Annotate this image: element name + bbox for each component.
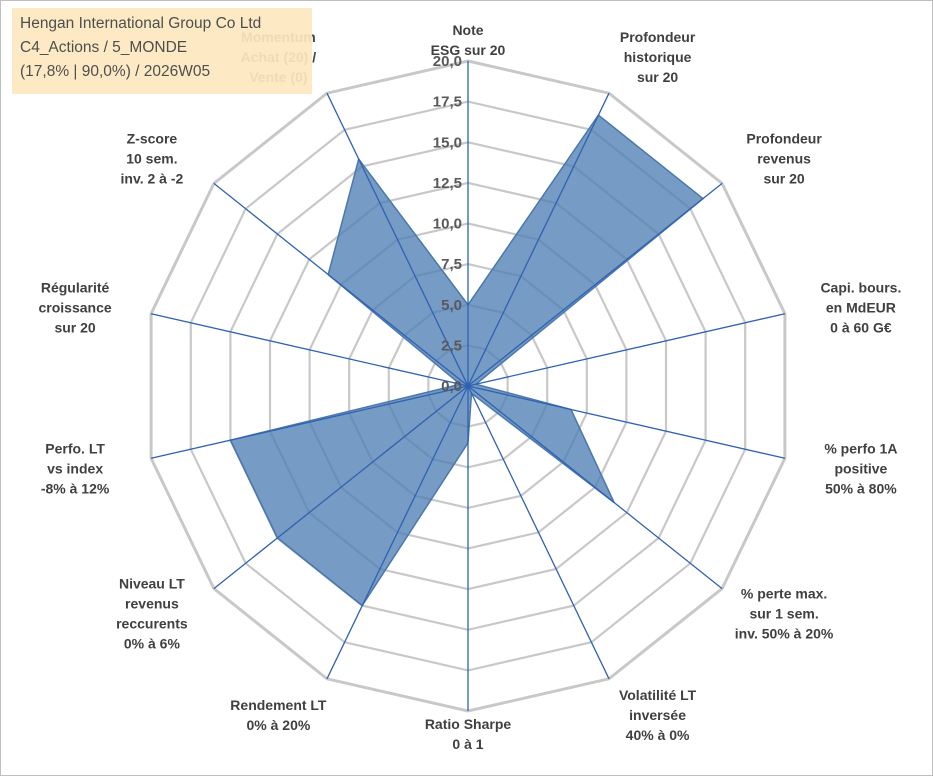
spoke-9 [213,385,469,590]
axis-label-line: en MdEUR [826,300,896,316]
axis-label-line: 50% à 80% [825,480,897,496]
spoke-6 [467,385,610,680]
axis-label-5: % perte max. sur 1 sem. inv. 50% à 20% [735,586,834,642]
radar-series [229,114,705,607]
axis-label-7: Ratio Sharpe 0 à 1 [425,716,512,752]
tick-label: 10,0 [433,216,462,233]
axis-label-line: 0% à 20% [246,717,310,733]
axis-label-line: Niveau LT [119,576,185,592]
axis-label-line: 0 à 60 G€ [830,320,892,336]
spoke-2 [467,182,723,387]
info-box: Hengan International Group Co Ltd C4_Act… [12,8,312,94]
axis-label-line: Ratio Sharpe [425,716,512,732]
axis-label-line: inv. 2 à -2 [121,170,184,186]
period: (17,8% | 90,0%) / 2026W05 [20,63,211,80]
axis-label-line: inv. 50% à 20% [735,626,834,642]
category: C4_Actions / 5_MONDE [20,39,188,56]
axis-label-line: reccurents [116,616,188,632]
axis-label-line: Profondeur [746,130,822,146]
axis-label-4: % perfo 1A positive 50% à 80% [824,440,897,496]
axis-label-line: historique [624,49,692,65]
spoke-8 [326,385,469,680]
axis-label-line: revenus [125,596,179,612]
axis-label-line: inversée [629,707,686,723]
spoke-10 [150,385,469,459]
axis-label-2: Profondeur revenus sur 20 [746,130,822,186]
axis-label-line: positive [834,460,887,476]
axis-label-line: 0% à 6% [124,636,181,652]
axis-label-line: vs index [47,460,103,476]
axis-label-line: 10 sem. [126,150,177,166]
radar-tick-labels: 0,0 2,5 5,0 7,5 10,0 12,5 15,0 17,5 20,0 [433,53,462,395]
tick-label: 12,5 [433,175,462,192]
axis-label-line: % perfo 1A [824,440,897,456]
tick-label: 2,5 [441,337,462,354]
spoke-4 [467,385,786,459]
axis-label-line: Note [452,22,483,38]
axis-label-10: Perfo. LT vs index -8% à 12% [41,440,110,496]
axis-label-1: Profondeur historique sur 20 [620,29,696,85]
axis-label-line: Capi. bours. [820,280,901,296]
axis-label-line: % perte max. [741,586,827,602]
axis-label-line: 0 à 1 [452,736,483,752]
radar-spokes [150,61,786,711]
axis-label-8: Rendement LT 0% à 20% [230,697,327,733]
tick-label: 5,0 [441,297,462,314]
axis-label-line: Z-score [127,130,178,146]
axis-label-line: Perfo. LT [45,440,105,456]
spoke-1 [467,92,610,387]
axis-label-3: Capi. bours. en MdEUR 0 à 60 G€ [820,280,901,336]
tick-label: 17,5 [433,94,462,111]
axis-label-line: Rendement LT [230,697,327,713]
axis-label-12: Z-score 10 sem. inv. 2 à -2 [121,130,184,186]
tick-label: 7,5 [441,256,462,273]
axis-label-line: sur 20 [54,320,95,336]
axis-label-line: sur 20 [763,170,804,186]
axis-label-line: -8% à 12% [41,480,110,496]
axis-label-line: Volatilité LT [619,687,697,703]
axis-label-line: Profondeur [620,29,696,45]
spoke-12 [213,182,469,387]
spoke-3 [467,313,786,387]
axis-label-6: Volatilité LT inversée 40% à 0% [619,687,697,743]
company-name: Hengan International Group Co Ltd [20,15,262,32]
tick-label: 0,0 [441,378,462,395]
tick-label: 15,0 [433,134,462,151]
axis-label-9: Niveau LT revenus reccurents 0% à 6% [116,576,188,652]
series-area [229,114,705,607]
spoke-5 [467,385,723,590]
axis-label-line: ESG sur 20 [431,42,506,58]
axis-label-line: sur 1 sem. [749,606,818,622]
axis-label-line: 40% à 0% [626,727,690,743]
axis-label-line: croissance [39,300,112,316]
axis-label-line: revenus [757,150,811,166]
spoke-11 [150,313,469,387]
axis-label-0: Note ESG sur 20 [431,22,506,58]
tick-label: 20,0 [433,53,462,70]
spoke-13 [326,92,469,387]
axis-label-11: Régularité croissance sur 20 [39,280,112,336]
axis-label-line: sur 20 [637,69,678,85]
axis-label-line: Régularité [41,280,110,296]
